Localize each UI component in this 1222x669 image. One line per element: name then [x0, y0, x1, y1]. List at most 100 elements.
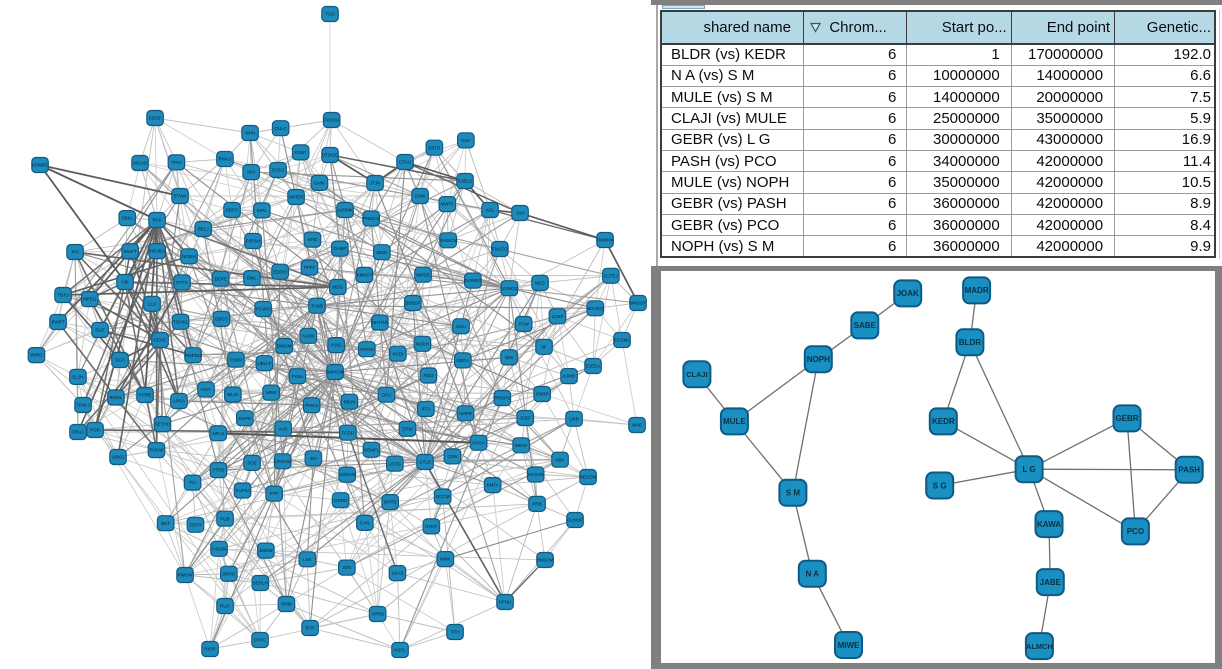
svg-text:GEBR: GEBR	[1115, 414, 1138, 423]
svg-text:OLFI: OLFI	[115, 358, 125, 363]
svg-text:S M: S M	[786, 489, 801, 498]
svg-text:WAWCM: WAWCM	[439, 238, 457, 243]
svg-text:MIWE: MIWE	[838, 641, 860, 650]
svg-text:RMPDO: RMPDO	[185, 353, 202, 358]
svg-text:SEPLN: SEPLN	[253, 581, 268, 586]
svg-text:BELJ: BELJ	[198, 227, 209, 232]
svg-text:LLO: LLO	[148, 301, 157, 306]
svg-text:NUWI: NUWI	[302, 333, 314, 338]
svg-text:FIJ: FIJ	[189, 480, 195, 485]
svg-text:OHTGR: OHTGR	[372, 320, 389, 325]
svg-text:KMKDT: KMKDT	[357, 273, 373, 278]
svg-text:MWTF: MWTF	[441, 202, 455, 207]
svg-text:TKNLJ: TKNLJ	[76, 403, 90, 408]
svg-text:OEMFL: OEMFL	[364, 447, 380, 452]
svg-text:FCW: FCW	[518, 322, 529, 327]
svg-text:BDML: BDML	[110, 395, 123, 400]
svg-text:NTKW: NTKW	[360, 347, 374, 352]
svg-text:DSW: DSW	[415, 194, 426, 199]
svg-text:SABE: SABE	[854, 321, 877, 330]
svg-text:KAWA: KAWA	[1037, 520, 1061, 529]
svg-text:SGE: SGE	[247, 461, 257, 466]
svg-text:PWCW: PWCW	[178, 573, 193, 578]
svg-text:PNMCS: PNMCS	[363, 216, 379, 221]
svg-text:BLDR: BLDR	[959, 338, 981, 347]
svg-text:FUFSJ: FUFSJ	[236, 488, 250, 493]
svg-text:MNSGF: MNSGF	[630, 301, 647, 306]
svg-text:PTRS: PTRS	[212, 468, 224, 473]
svg-text:RCII: RCII	[153, 218, 162, 223]
svg-text:ALMCH: ALMCH	[1026, 642, 1053, 651]
svg-text:FKHJU: FKHJU	[324, 118, 339, 123]
svg-text:DBFO: DBFO	[226, 208, 239, 213]
svg-text:BMI: BMI	[505, 355, 513, 360]
svg-text:GUWDO: GUWDO	[464, 278, 482, 283]
svg-text:JMDW: JMDW	[259, 548, 273, 553]
svg-text:TCDD: TCDD	[342, 430, 355, 435]
svg-text:KGBT: KGBT	[294, 150, 307, 155]
svg-text:HJIG: HJIG	[331, 343, 342, 348]
svg-text:UBLLF: UBLLF	[257, 361, 271, 366]
svg-text:RRDPS: RRDPS	[495, 396, 511, 401]
svg-text:AMPD: AMPD	[459, 411, 473, 416]
svg-text:OULC: OULC	[274, 126, 287, 131]
svg-text:WPDE: WPDE	[416, 272, 430, 277]
svg-text:SETHC: SETHC	[155, 422, 171, 427]
svg-text:PUB: PUB	[220, 516, 229, 521]
svg-text:TANB: TANB	[311, 303, 323, 308]
svg-text:HFUBU: HFUBU	[149, 249, 165, 254]
svg-text:JOAK: JOAK	[897, 289, 919, 298]
svg-text:UKB: UKB	[569, 416, 578, 421]
svg-text:USTG: USTG	[389, 461, 402, 466]
svg-text:EDOO: EDOO	[273, 269, 287, 274]
svg-text:CWOIN: CWOIN	[339, 472, 355, 477]
svg-text:WAE: WAE	[632, 423, 642, 428]
svg-text:KCDI: KCDI	[393, 351, 404, 356]
svg-text:DCU: DCU	[382, 392, 392, 397]
svg-text:APJ: APJ	[247, 170, 255, 175]
svg-text:EBTB: EBTB	[428, 145, 440, 150]
svg-text:POR: POR	[90, 428, 101, 433]
svg-text:OCCM: OCCM	[436, 494, 450, 499]
svg-text:RBJN: RBJN	[344, 399, 356, 404]
svg-text:HRW: HRW	[266, 390, 277, 395]
svg-text:RIOR: RIOR	[204, 647, 216, 652]
svg-text:PASH: PASH	[1178, 466, 1200, 475]
svg-text:FSBM: FSBM	[230, 357, 243, 362]
svg-text:FKSA: FKSA	[292, 374, 304, 379]
svg-text:APCA: APCA	[173, 399, 185, 404]
svg-text:EGSML: EGSML	[614, 338, 630, 343]
svg-text:JABE: JABE	[1040, 578, 1062, 587]
svg-text:DAMP: DAMP	[333, 246, 346, 251]
svg-text:HCSAN: HCSAN	[528, 472, 544, 477]
svg-text:RUC: RUC	[220, 604, 230, 609]
svg-text:OJTEJ: OJTEJ	[604, 273, 618, 278]
svg-text:UTOGG: UTOGG	[322, 153, 339, 158]
svg-text:PCO: PCO	[1127, 527, 1144, 536]
svg-text:TMWKM: TMWKM	[596, 238, 614, 243]
svg-text:DBCC: DBCC	[215, 317, 229, 322]
svg-text:NEG: NEG	[535, 281, 545, 286]
svg-text:LOSF: LOSF	[552, 314, 564, 319]
svg-text:IFCI: IFCI	[422, 407, 431, 412]
svg-text:PFRB: PFRB	[139, 393, 151, 398]
svg-text:MPIER: MPIER	[289, 195, 304, 200]
svg-text:GNIK: GNIK	[314, 181, 325, 186]
svg-text:N A: N A	[806, 570, 820, 579]
svg-text:TGHKL: TGHKL	[173, 319, 189, 324]
svg-text:MMK: MMK	[440, 557, 451, 562]
svg-text:SDOF: SDOF	[149, 116, 162, 121]
svg-text:RWAJ: RWAJ	[219, 157, 232, 162]
svg-text:WLIG: WLIG	[227, 392, 239, 397]
svg-text:LNAS: LNAS	[392, 571, 404, 576]
svg-text:RNSOM: RNSOM	[537, 558, 554, 563]
svg-text:JPC: JPC	[71, 250, 80, 255]
svg-text:WAJGC: WAJGC	[587, 306, 604, 311]
svg-text:BTP: BTP	[306, 626, 315, 631]
svg-text:WUFT: WUFT	[124, 249, 137, 254]
svg-text:DUF: DUF	[95, 328, 104, 333]
svg-text:NOPH: NOPH	[807, 355, 830, 364]
svg-text:UBKS: UBKS	[112, 455, 124, 460]
svg-text:OILF: OILF	[461, 138, 471, 143]
svg-text:PCWO: PCWO	[256, 307, 270, 312]
